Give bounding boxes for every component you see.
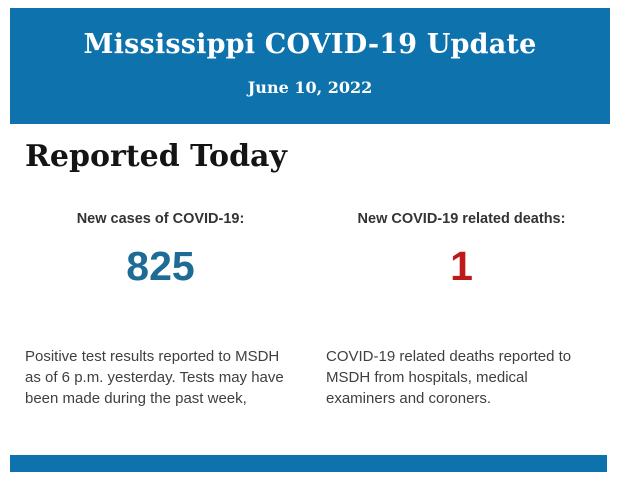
new-deaths-value: 1 [450, 243, 473, 289]
section-heading: Reported Today [25, 139, 287, 174]
page-title: Mississippi COVID-19 Update [83, 29, 537, 60]
new-deaths-label: New COVID-19 related deaths: [357, 211, 566, 227]
new-deaths-description: COVID-19 related deaths reported to MSDH… [326, 348, 572, 407]
stat-new-deaths: New COVID-19 related deaths: 1 COVID-19 … [326, 210, 597, 409]
footer-divider-bar [10, 455, 607, 472]
header-banner: Mississippi COVID-19 Update June 10, 202… [10, 8, 610, 124]
new-cases-value: 825 [126, 243, 195, 289]
new-cases-description: Positive test results reported to MSDH a… [25, 348, 284, 407]
header-date: June 10, 2022 [247, 78, 373, 97]
stats-columns: New cases of COVID-19: 825 Positive test… [25, 210, 597, 409]
new-cases-label: New cases of COVID-19: [76, 211, 245, 227]
stat-new-cases: New cases of COVID-19: 825 Positive test… [25, 210, 296, 409]
